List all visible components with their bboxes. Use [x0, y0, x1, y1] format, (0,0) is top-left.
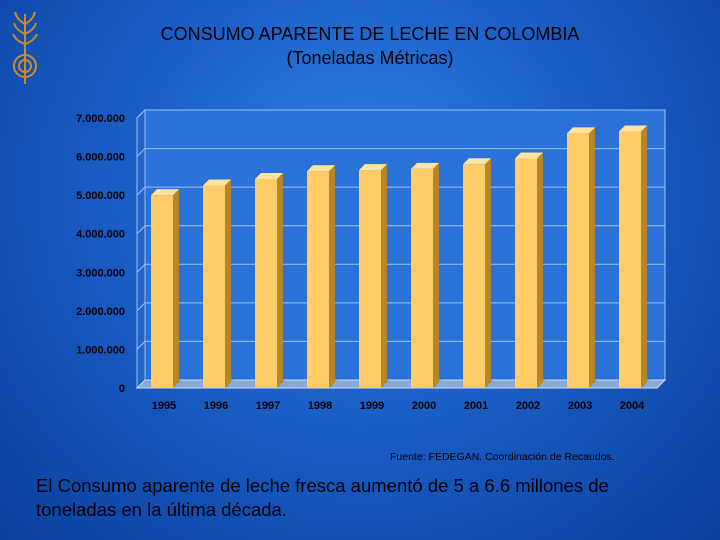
bar-top-face — [567, 127, 595, 134]
bar-front-face — [515, 158, 537, 388]
bar-side-face — [173, 189, 179, 388]
slide-title-line1: CONSUMO APARENTE DE LECHE EN COLOMBIA — [160, 24, 580, 44]
bar-side-face — [381, 164, 387, 388]
x-tick-label: 2001 — [464, 400, 488, 412]
x-tick-label: 2002 — [516, 400, 540, 412]
bar-front-face — [203, 185, 225, 388]
bar-2004 — [619, 125, 649, 388]
x-tick-label: 1995 — [152, 400, 176, 412]
source-note: Fuente: FEDEGAN. Coordinación de Recaudo… — [390, 451, 615, 463]
x-tick-label: 2003 — [568, 400, 592, 412]
bar-top-face — [151, 189, 179, 196]
bar-1999 — [359, 164, 389, 388]
y-tick-label: 0 — [119, 383, 125, 395]
bar-2001 — [463, 158, 493, 388]
bar-side-face — [277, 172, 283, 388]
bar-side-face — [641, 125, 647, 388]
bar-1998 — [307, 165, 337, 388]
grid-line — [136, 148, 665, 157]
grid-line — [136, 186, 665, 196]
bar-top-face — [411, 162, 439, 169]
bar-2000 — [411, 162, 441, 388]
slide-title: CONSUMO APARENTE DE LECHE EN COLOMBIA (T… — [60, 22, 680, 70]
x-tick-label: 1996 — [204, 400, 228, 412]
bar-front-face — [307, 171, 329, 388]
bars — [151, 125, 649, 388]
bar-side-face — [225, 179, 231, 388]
bar-side-face — [485, 158, 491, 388]
bar-top-face — [515, 152, 543, 159]
y-tick-label: 5.000.000 — [76, 190, 125, 202]
x-tick-label: 2004 — [620, 400, 645, 412]
bar-front-face — [619, 131, 641, 388]
bar-top-face — [307, 165, 335, 172]
x-tick-label: 1998 — [308, 400, 332, 412]
slide-title-line2: (Toneladas Métricas) — [286, 48, 454, 68]
bar-front-face — [359, 170, 381, 388]
wheat-logo-icon — [12, 11, 38, 84]
bar-side-face — [329, 165, 335, 388]
bar-top-face — [619, 125, 647, 132]
y-axis-ticks: 0 1.000.000 2.000.000 3.000.000 4.000.000 5.0… — [76, 113, 125, 395]
x-tick-label: 1997 — [256, 400, 280, 412]
x-tick-label: 2000 — [412, 400, 436, 412]
x-tick-label: 1999 — [360, 400, 384, 412]
grid-line — [136, 263, 665, 273]
y-tick-label: 6.000.000 — [76, 152, 125, 164]
bar-2003 — [567, 127, 597, 388]
x-axis-ticks: 1995 1996 1997 1998 1999 2000 2001 2002 2003 2004 — [152, 400, 645, 412]
bar-top-face — [359, 164, 387, 171]
y-tick-label: 1.000.000 — [76, 344, 125, 356]
bar-top-face — [255, 172, 283, 179]
bar-front-face — [151, 195, 173, 388]
bar-front-face — [411, 168, 433, 388]
plot-side-wall — [136, 108, 146, 390]
y-tick-label: 4.000.000 — [76, 229, 125, 241]
grid-line — [136, 225, 665, 235]
bar-front-face — [255, 178, 277, 388]
y-tick-label: 3.000.000 — [76, 267, 125, 279]
bar-1995 — [151, 189, 181, 388]
grid-line — [136, 109, 665, 119]
bar-top-face — [203, 179, 231, 186]
bar-side-face — [433, 162, 439, 388]
grid-lines — [136, 109, 665, 350]
bar-front-face — [463, 164, 485, 388]
y-tick-label: 7.000.000 — [76, 113, 125, 125]
y-tick-label: 2.000.000 — [76, 306, 125, 318]
bar-top-face — [463, 158, 491, 165]
bar-1996 — [203, 179, 233, 388]
caption-text: El Consumo aparente de leche fresca aume… — [36, 475, 609, 520]
bar-front-face — [567, 133, 589, 388]
bar-2002 — [515, 152, 545, 388]
grid-line — [136, 340, 665, 350]
bar-side-face — [589, 127, 595, 388]
bar-side-face — [537, 152, 543, 388]
grid-line — [136, 302, 665, 312]
bar-1997 — [255, 172, 285, 388]
